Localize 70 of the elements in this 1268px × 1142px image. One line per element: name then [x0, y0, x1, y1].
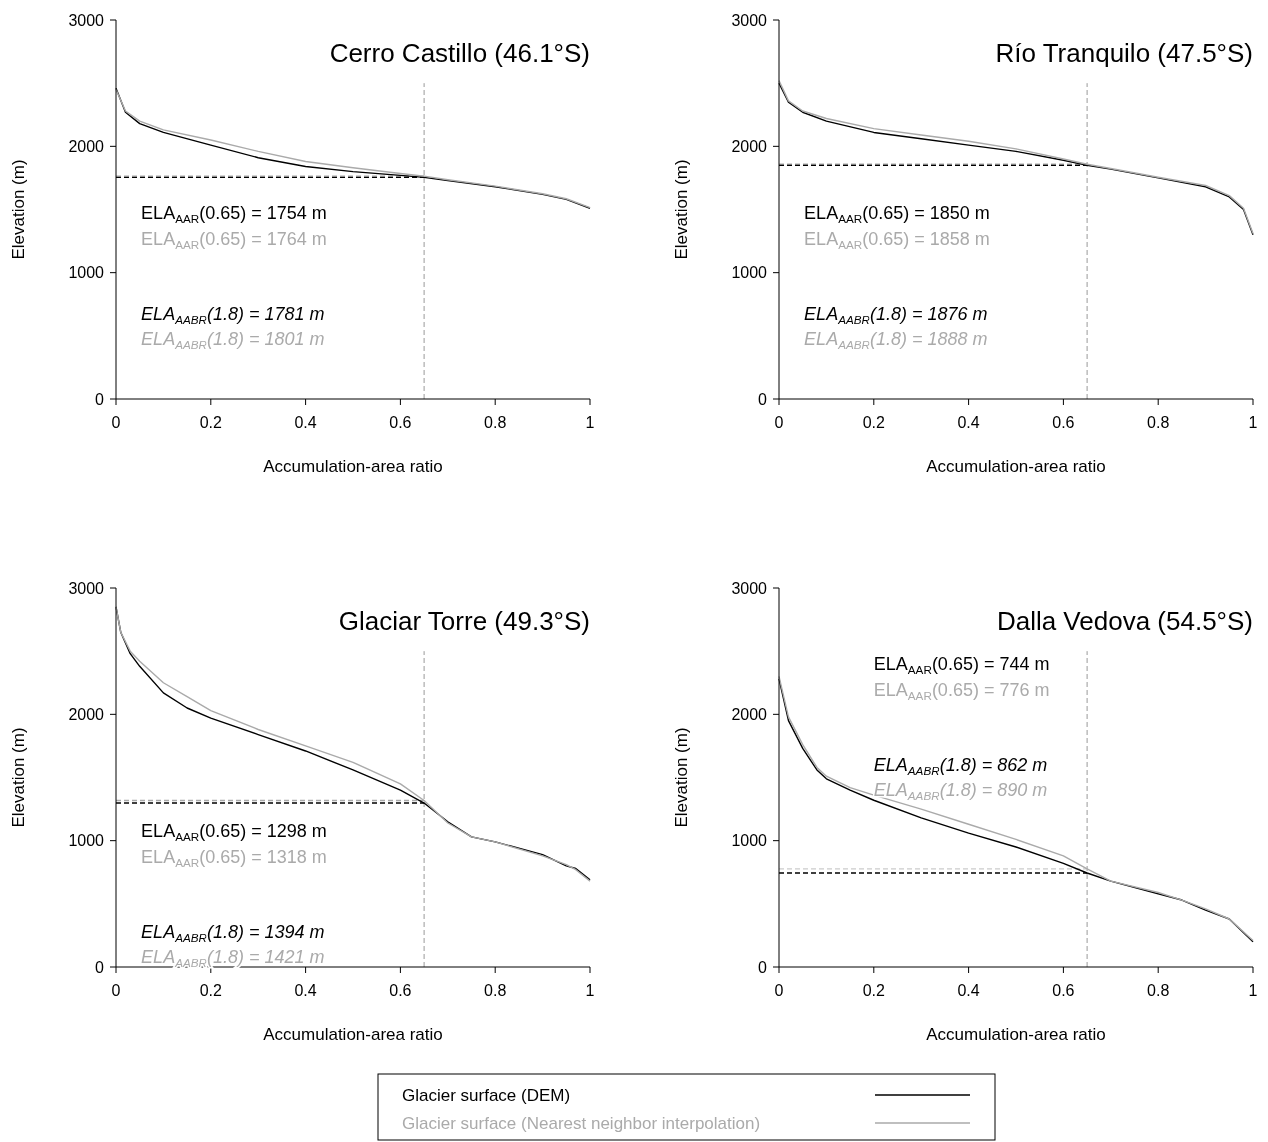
annotation: ELA$_{AABR}$(1.8) = 1781 m: [141, 304, 325, 327]
text: Dalla Vedova (54.5°S): [996, 606, 1253, 636]
annotation: ELA$_{AABR}$(1.8) = 1876 m: [804, 304, 988, 327]
y-tick-label: 0: [758, 958, 768, 976]
annotation: ELA$_{AAR}$(0.65) = 1858 m: [804, 229, 990, 252]
y-tick-label: 3000: [68, 11, 105, 29]
y-axis-title: Elevation (m): [672, 159, 691, 260]
annotation: ELA$_{AAR}$(0.65) = 776 m: [873, 679, 1050, 702]
x-tick-label: 1: [585, 982, 595, 999]
text: Glacier surface (DEM): [402, 1086, 571, 1105]
annotation: ELA$_{AABR}$(1.8) = 1801 m: [141, 329, 325, 352]
x-tick-label: 0: [774, 982, 784, 999]
x-axis-title: Accumulation-area ratio: [263, 456, 443, 476]
x-tick-label: 0.4: [957, 982, 980, 999]
annotation: ELA$_{AAR}$(0.65) = 1850 m: [804, 203, 990, 226]
annotation: ELA$_{AABR}$(1.8) = 1888 m: [804, 329, 988, 352]
x-tick-label: 0.6: [389, 982, 412, 999]
x-axis-title: Accumulation-area ratio: [926, 1024, 1106, 1044]
x-tick-label: 0: [774, 414, 784, 431]
x-tick-label: 0: [111, 982, 121, 999]
text: Glaciar Torre (49.3°S): [338, 606, 590, 636]
annotation: ELA$_{AABR}$(1.8) = 890 m: [873, 779, 1048, 802]
y-tick-label: 3000: [731, 579, 768, 597]
y-tick-label: 1000: [68, 832, 105, 850]
x-tick-label: 1: [1248, 414, 1258, 431]
y-tick-label: 0: [758, 390, 768, 408]
y-tick-label: 2000: [68, 705, 105, 723]
y-axis-title: Elevation (m): [9, 159, 28, 260]
y-tick-label: 0: [95, 390, 105, 408]
x-tick-label: 0.2: [862, 414, 886, 431]
y-tick-label: 2000: [731, 137, 768, 155]
x-tick-label: 0: [111, 414, 121, 431]
x-tick-label: 0.2: [199, 982, 223, 999]
text: Cerro Castillo (46.1°S): [329, 38, 590, 68]
y-tick-label: 3000: [68, 579, 105, 597]
x-tick-label: 0.4: [957, 414, 980, 431]
x-tick-label: 0.8: [484, 982, 507, 999]
y-tick-label: 2000: [731, 705, 768, 723]
annotation: ELA$_{AAR}$(0.65) = 1298 m: [141, 820, 327, 843]
text: Glacier surface (Nearest neighbor interpolation): [402, 1114, 761, 1133]
x-tick-label: 0.4: [294, 414, 317, 431]
x-tick-label: 0.8: [484, 414, 507, 431]
y-tick-label: 1000: [68, 264, 105, 282]
x-tick-label: 1: [1248, 982, 1258, 999]
x-axis-title: Accumulation-area ratio: [263, 1024, 443, 1044]
annotation: ELA$_{AABR}$(1.8) = 1421 m: [141, 946, 325, 969]
y-tick-label: 2000: [68, 137, 105, 155]
y-axis-title: Elevation (m): [672, 727, 691, 828]
y-tick-label: 3000: [731, 11, 768, 29]
x-tick-label: 0.6: [1052, 982, 1075, 999]
annotation: ELA$_{AAR}$(0.65) = 744 m: [873, 653, 1050, 676]
text: Río Tranquilo (47.5°S): [995, 38, 1253, 68]
y-tick-label: 1000: [731, 832, 768, 850]
x-axis-title: Accumulation-area ratio: [926, 456, 1106, 476]
x-tick-label: 0.8: [1147, 414, 1170, 431]
annotation: ELA$_{AAR}$(0.65) = 1764 m: [141, 229, 327, 252]
x-tick-label: 0.6: [1052, 414, 1075, 431]
annotation: ELA$_{AABR}$(1.8) = 862 m: [873, 754, 1048, 777]
x-tick-label: 0.4: [294, 982, 317, 999]
annotation: ELA$_{AAR}$(0.65) = 1318 m: [141, 846, 327, 869]
y-tick-label: 1000: [731, 264, 768, 282]
y-tick-label: 0: [95, 958, 105, 976]
annotation: ELA$_{AABR}$(1.8) = 1394 m: [141, 921, 325, 944]
x-tick-label: 0.2: [199, 414, 223, 431]
y-axis-title: Elevation (m): [9, 727, 28, 828]
x-tick-label: 0.8: [1147, 982, 1170, 999]
x-tick-label: 0.6: [389, 414, 412, 431]
annotation: ELA$_{AAR}$(0.65) = 1754 m: [141, 203, 327, 226]
x-tick-label: 0.2: [862, 982, 886, 999]
x-tick-label: 1: [585, 414, 595, 431]
